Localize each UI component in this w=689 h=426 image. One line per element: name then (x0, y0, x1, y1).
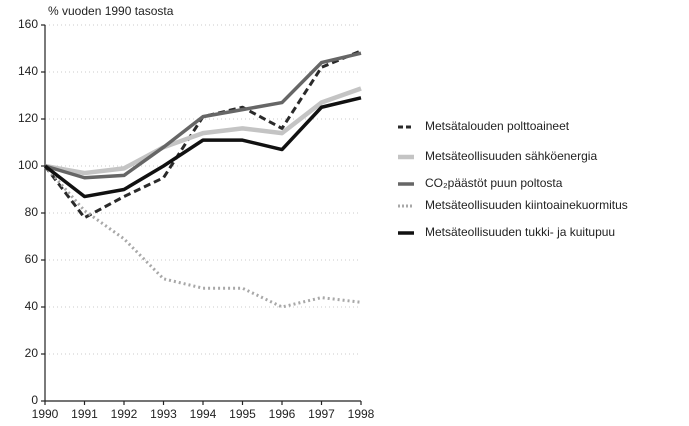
x-tick-label: 1994 (190, 407, 217, 421)
x-tick-label: 1997 (308, 407, 335, 421)
x-tick-label: 1992 (111, 407, 138, 421)
series-line (43, 165, 362, 309)
legend-label: Metsäteollisuuden sähköenergia (425, 149, 597, 163)
series-line (43, 96, 362, 199)
series-line (44, 86, 362, 176)
x-tick-label: 1991 (71, 407, 98, 421)
x-tick-label: 1995 (229, 407, 256, 421)
y-tick-label: 100 (18, 158, 38, 172)
legend-label: Metsäteollisuuden tukki- ja kuitupuu (425, 225, 615, 239)
x-tick-label: 1993 (150, 407, 177, 421)
y-tick-label: 140 (18, 64, 38, 78)
x-tick-label: 1998 (348, 407, 375, 421)
y-tick-label: 160 (18, 17, 38, 31)
series-line (44, 51, 362, 180)
y-tick-label: 60 (25, 252, 39, 266)
y-tick-label: 20 (25, 346, 39, 360)
legend-label: CO₂päästöt puun poltosta (425, 176, 563, 190)
y-tick-label: 80 (25, 205, 39, 219)
y-tick-label: 40 (25, 299, 39, 313)
y-tick-label: 0 (31, 393, 38, 407)
legend-label: Metsätalouden polttoaineet (425, 119, 570, 133)
y-axis-label: % vuoden 1990 tasosta (48, 4, 174, 18)
y-tick-label: 120 (18, 111, 38, 125)
x-tick-label: 1996 (269, 407, 296, 421)
x-tick-label: 1990 (32, 407, 59, 421)
legend-label: Metsäteollisuuden kiintoainekuormitus (425, 198, 628, 212)
